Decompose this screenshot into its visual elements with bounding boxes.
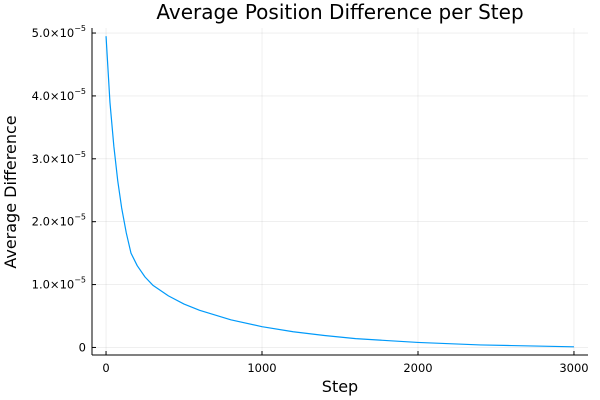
y-tick-mantissa: 2.0×10 [32, 215, 75, 229]
y-tick-mantissa: 1.0×10 [32, 278, 75, 292]
y-tick-label: 3.0×10−5 [32, 150, 86, 166]
chart-title: Average Position Difference per Step [156, 0, 523, 24]
y-tick-exponent: −5 [74, 150, 86, 159]
series-group [105, 36, 574, 348]
grid-lines [92, 28, 588, 355]
x-axis-label: Step [322, 377, 358, 396]
y-tick-label: 2.0×10−5 [32, 213, 86, 229]
y-tick-mantissa: 3.0×10 [32, 152, 75, 166]
y-tick-exponent: −5 [74, 24, 86, 33]
axes [91, 28, 588, 356]
x-tick-label: 3000 [559, 361, 588, 375]
y-tick-label: 4.0×10−5 [32, 87, 86, 103]
series-line [105, 36, 574, 348]
y-tick-exponent: −5 [74, 87, 86, 96]
x-tick-label: 0 [102, 361, 109, 375]
y-tick-mantissa: 0 [79, 340, 86, 354]
y-axis-ticks: 01.0×10−52.0×10−53.0×10−54.0×10−55.0×10−… [32, 24, 96, 354]
y-tick-mantissa: 4.0×10 [32, 89, 75, 103]
x-tick-label: 1000 [247, 361, 276, 375]
y-tick-exponent: −5 [74, 276, 86, 285]
y-axis-label: Average Difference [1, 115, 20, 268]
y-tick-label: 5.0×10−5 [32, 24, 86, 40]
x-axis-ticks: 0 1000 2000 3000 [102, 351, 589, 375]
y-tick-label: 1.0×10−5 [32, 276, 86, 292]
y-tick-mantissa: 5.0×10 [32, 26, 75, 40]
y-tick-exponent: −5 [74, 213, 86, 222]
y-tick-label: 0 [79, 340, 86, 354]
x-tick-label: 2000 [403, 361, 432, 375]
